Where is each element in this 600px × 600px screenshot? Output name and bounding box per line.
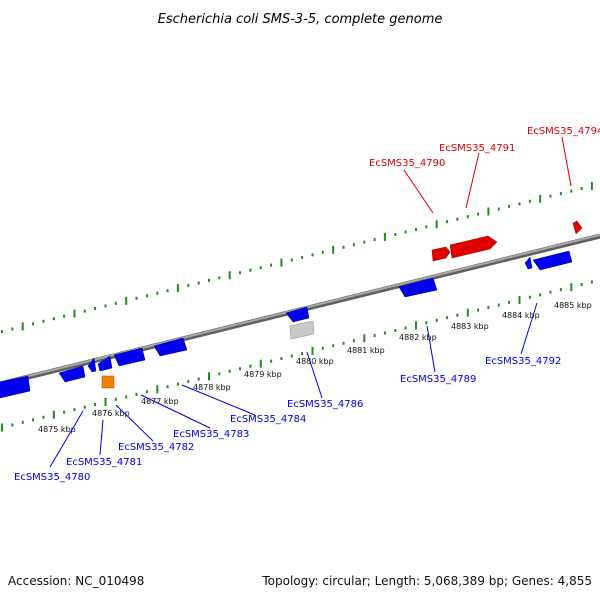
kbp-label: 4875 kbp bbox=[38, 425, 76, 434]
lower-tick-track bbox=[1, 280, 593, 432]
gene-EcSMS35_4791[interactable] bbox=[449, 235, 498, 259]
gene-EcSMS35_4792-b[interactable] bbox=[532, 250, 573, 271]
gene-EcSMS35_4794[interactable] bbox=[572, 220, 583, 235]
kbp-label: 4880 kbp bbox=[296, 357, 334, 366]
gene-label: EcSMS35_4794 bbox=[527, 126, 600, 137]
forward-genes bbox=[431, 220, 583, 262]
gene-EcSMS35_4784[interactable] bbox=[153, 337, 188, 357]
upper-tick-track bbox=[1, 182, 593, 333]
kbp-label: 4882 kbp bbox=[399, 333, 437, 342]
gene-label: EcSMS35_4781 bbox=[66, 457, 142, 468]
gene-label: EcSMS35_4789 bbox=[400, 374, 476, 385]
gene-EcSMS35_4792-a[interactable] bbox=[524, 256, 533, 270]
kbp-label: 4877 kbp bbox=[141, 397, 179, 406]
map-title: Escherichia coli SMS-3-5, complete genom… bbox=[158, 12, 443, 27]
gene-label: EcSMS35_4790 bbox=[369, 158, 445, 169]
gene-label: EcSMS35_4780 bbox=[14, 472, 90, 483]
gene-labels-forward: EcSMS35_4790 EcSMS35_4791 EcSMS35_4794 bbox=[369, 126, 600, 169]
kbp-label: 4885 kbp bbox=[554, 301, 592, 310]
genome-summary-text: Topology: circular; Length: 5,068,389 bp… bbox=[262, 574, 592, 588]
gene-label: EcSMS35_4791 bbox=[439, 143, 515, 154]
gene-label: EcSMS35_4783 bbox=[173, 429, 249, 440]
gene-pseudo[interactable] bbox=[289, 320, 315, 340]
reverse-genes bbox=[0, 250, 573, 399]
kbp-label: 4879 kbp bbox=[244, 370, 282, 379]
accession-text: Accession: NC_010498 bbox=[8, 574, 145, 588]
gene-EcSMS35_4783[interactable] bbox=[113, 347, 146, 367]
gene-EcSMS35_4790[interactable] bbox=[431, 246, 451, 262]
gene-EcSMS35_4789[interactable] bbox=[398, 277, 438, 298]
gene-label: EcSMS35_4786 bbox=[287, 399, 363, 410]
gene-EcSMS35_4781-b[interactable] bbox=[87, 357, 97, 373]
kbp-label: 4883 kbp bbox=[451, 322, 489, 331]
kbp-label: 4884 kbp bbox=[502, 311, 540, 320]
gene-EcSMS35_4786[interactable] bbox=[285, 306, 310, 323]
kbp-label: 4876 kbp bbox=[92, 409, 130, 418]
kbp-label: 4878 kbp bbox=[193, 383, 231, 392]
callout-lines-reverse bbox=[49, 302, 538, 468]
gene-EcSMS35_4780[interactable] bbox=[0, 375, 31, 399]
kbp-label: 4881 kbp bbox=[347, 346, 385, 355]
gene-label: EcSMS35_4792 bbox=[485, 356, 561, 367]
kbp-labels: 4875 kbp 4876 kbp 4877 kbp 4878 kbp 4879… bbox=[38, 301, 592, 434]
gene-rna[interactable] bbox=[101, 375, 115, 389]
gene-EcSMS35_4782[interactable] bbox=[97, 355, 113, 372]
gene-label: EcSMS35_4784 bbox=[230, 414, 306, 425]
gene-labels-reverse: EcSMS35_4780 EcSMS35_4781 EcSMS35_4782 E… bbox=[14, 356, 561, 483]
callout-lines-forward bbox=[403, 136, 572, 214]
gene-EcSMS35_4781-a[interactable] bbox=[58, 365, 86, 383]
gene-label: EcSMS35_4782 bbox=[118, 442, 194, 453]
